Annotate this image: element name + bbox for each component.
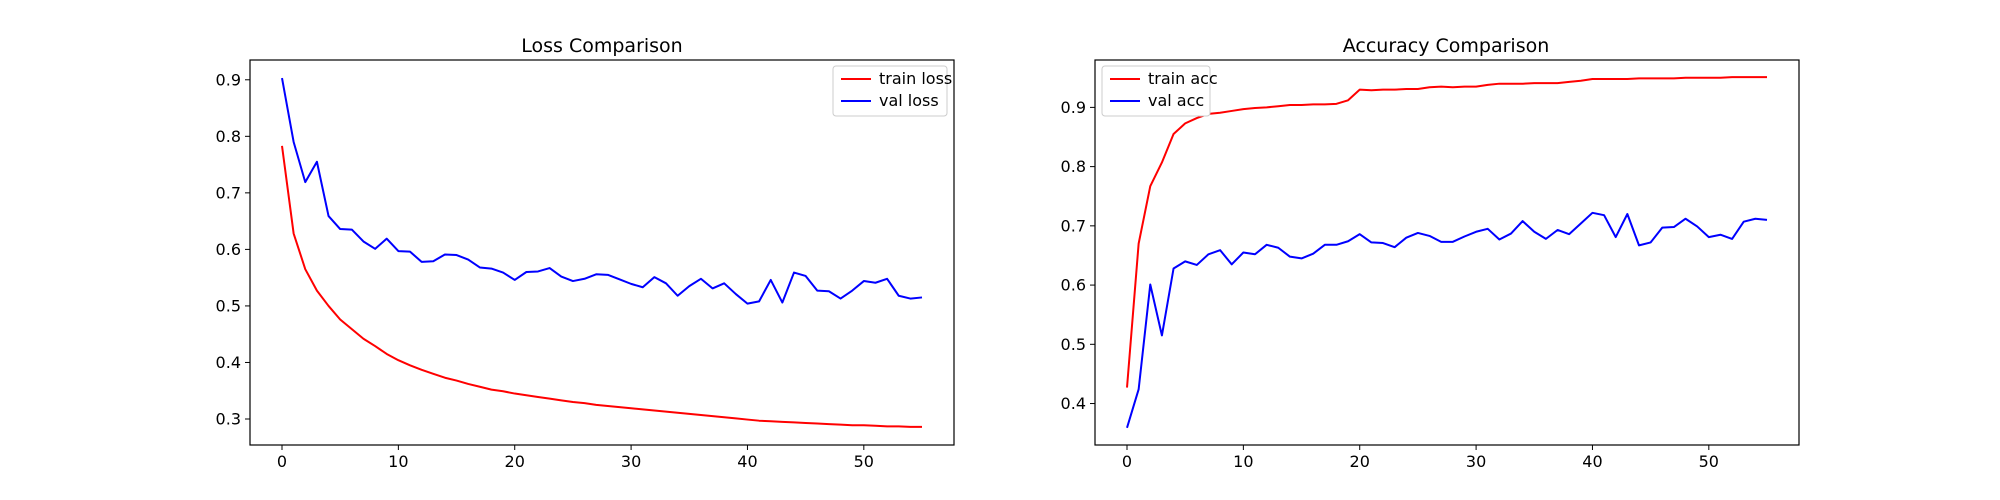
accuracy-xtick-label: 50	[1699, 452, 1719, 471]
loss-legend-label-val: val loss	[879, 91, 939, 110]
loss-xtick-label: 40	[737, 452, 757, 471]
loss-series-line-val-loss	[281, 77, 923, 305]
loss-chart-plot: 0 10 20 30 40 50 0.3 0.4 0.5 0.6 0.7 0.8 0.9	[216, 70, 923, 471]
loss-legend-label-train: train loss	[879, 69, 952, 88]
loss-chart-axes-frame	[249, 59, 955, 446]
accuracy-chart-title: Accuracy Comparison	[1343, 35, 1550, 57]
loss-xtick-label: 50	[854, 452, 874, 471]
accuracy-ytick-label: 0.5	[1061, 335, 1086, 354]
accuracy-series-line-train-acc	[1126, 76, 1767, 388]
loss-ytick-label: 0.7	[216, 183, 241, 202]
accuracy-xtick-label: 20	[1350, 452, 1370, 471]
loss-xtick-label: 20	[505, 452, 525, 471]
loss-ytick-label: 0.3	[216, 409, 241, 428]
accuracy-chart-axes-frame	[1094, 59, 1800, 446]
loss-chart-title: Loss Comparison	[521, 35, 682, 57]
accuracy-xtick-label: 40	[1582, 452, 1602, 471]
accuracy-chart-plot: 0 10 20 30 40 50 0.4 0.5 0.6 0.7 0.8 0.9	[1061, 76, 1768, 471]
accuracy-ytick-label: 0.8	[1061, 157, 1086, 176]
accuracy-ytick-label: 0.9	[1061, 98, 1086, 117]
accuracy-ytick-label: 0.6	[1061, 276, 1086, 295]
accuracy-xtick-label: 30	[1466, 452, 1486, 471]
loss-chart-legend: train loss val loss	[832, 65, 952, 117]
loss-ytick-label: 0.4	[216, 353, 241, 372]
accuracy-xtick-label: 0	[1122, 452, 1132, 471]
accuracy-legend-label-val: val acc	[1148, 91, 1204, 110]
loss-xtick-label: 30	[621, 452, 641, 471]
loss-ytick-label: 0.8	[216, 127, 241, 146]
loss-xtick-label: 10	[388, 452, 408, 471]
loss-series-line-train-loss	[281, 145, 922, 428]
accuracy-ytick-label: 0.7	[1061, 216, 1086, 235]
accuracy-xtick-label: 10	[1233, 452, 1253, 471]
loss-chart: Loss Comparison 0 10 20 30 40 500.30.40.50.60…	[216, 35, 955, 471]
accuracy-legend-label-train: train acc	[1148, 69, 1218, 88]
loss-ytick-label: 0.6	[216, 240, 241, 259]
accuracy-chart-legend: train acc val acc	[1101, 65, 1218, 117]
loss-ytick-label: 0.5	[216, 296, 241, 315]
accuracy-series-line-val-acc	[1126, 211, 1768, 429]
accuracy-chart: Accuracy Comparison 0 10 20 30 40 50 0.4 0.5 0.6…	[1061, 35, 1800, 471]
loss-xtick-label: 0	[277, 452, 287, 471]
accuracy-ytick-label: 0.4	[1061, 394, 1086, 413]
loss-ytick-label: 0.9	[216, 70, 241, 89]
